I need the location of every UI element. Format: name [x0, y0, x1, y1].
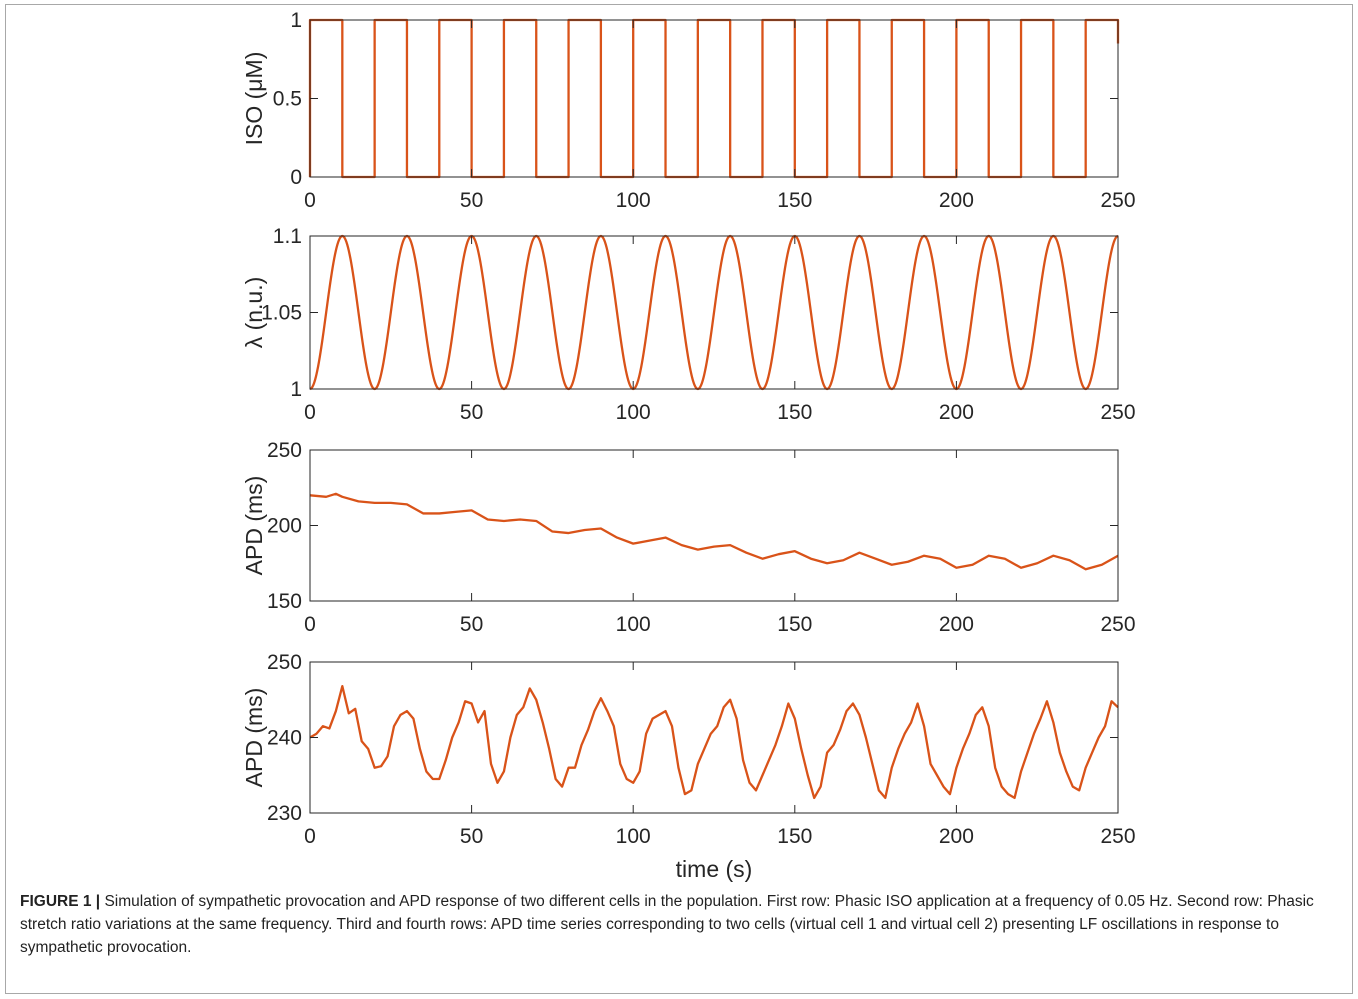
x-tick-label: 100	[616, 825, 651, 848]
y-axis-label: APD (ms)	[241, 688, 267, 788]
y-axis-label: APD (ms)	[241, 476, 267, 576]
x-tick-label: 250	[1100, 401, 1135, 424]
x-tick-label: 0	[304, 401, 316, 424]
x-tick-label: 50	[460, 189, 483, 212]
axes-box	[309, 19, 1119, 178]
series-line	[309, 234, 1119, 391]
y-tick-label: 200	[267, 515, 302, 538]
x-tick-label: 100	[616, 401, 651, 424]
y-tick-label: 250	[267, 439, 302, 462]
x-tick-label: 0	[304, 189, 316, 212]
y-tick-label: 0	[290, 166, 302, 189]
y-tick-label: 0.5	[273, 88, 302, 111]
x-tick-label: 200	[939, 613, 974, 636]
x-tick-label: 150	[777, 825, 812, 848]
y-tick-label: 250	[267, 651, 302, 674]
y-tick-label: 230	[267, 802, 302, 825]
x-tick-label: 0	[304, 613, 316, 636]
x-tick-label: 100	[616, 613, 651, 636]
y-axis-label: λ (n.u.)	[241, 277, 267, 349]
x-tick-label: 200	[939, 825, 974, 848]
x-tick-label: 250	[1100, 613, 1135, 636]
x-axis-label: time (s)	[676, 856, 753, 882]
y-tick-label: 240	[267, 727, 302, 750]
y-axis-label: ISO (μM)	[241, 52, 267, 146]
caption-text: Simulation of sympathetic provocation an…	[20, 893, 1314, 956]
figure-caption: FIGURE 1 | Simulation of sympathetic pro…	[20, 890, 1338, 959]
x-tick-label: 250	[1100, 189, 1135, 212]
series-line	[309, 492, 1119, 571]
y-tick-label: 1.05	[261, 302, 302, 325]
x-tick-label: 150	[777, 613, 812, 636]
x-tick-label: 50	[460, 825, 483, 848]
series-line	[308, 18, 1120, 179]
x-tick-label: 50	[460, 613, 483, 636]
figure-frame	[5, 4, 1353, 994]
y-tick-label: 1	[290, 378, 302, 401]
caption-label: FIGURE 1 |	[20, 893, 101, 910]
y-tick-label: 1.1	[273, 225, 302, 248]
x-tick-label: 100	[616, 189, 651, 212]
x-tick-label: 200	[939, 401, 974, 424]
lambda-panel: 0 50 100 150 200 250 1 1.05 1.1 λ (n.u.)	[241, 225, 1136, 424]
x-tick-label: 150	[777, 189, 812, 212]
x-tick-label: 0	[304, 825, 316, 848]
iso-panel: 0 50 100 150 200 250 0 0.5 1 ISO (μM)	[241, 9, 1136, 212]
x-tick-label: 50	[460, 401, 483, 424]
axes-box	[309, 449, 1119, 602]
series-line	[309, 685, 1119, 800]
y-tick-label: 150	[267, 590, 302, 613]
x-tick-label: 250	[1100, 825, 1135, 848]
x-tick-label: 150	[777, 401, 812, 424]
x-tick-label: 200	[939, 189, 974, 212]
y-tick-label: 1	[290, 9, 302, 32]
axes-box	[309, 661, 1119, 814]
